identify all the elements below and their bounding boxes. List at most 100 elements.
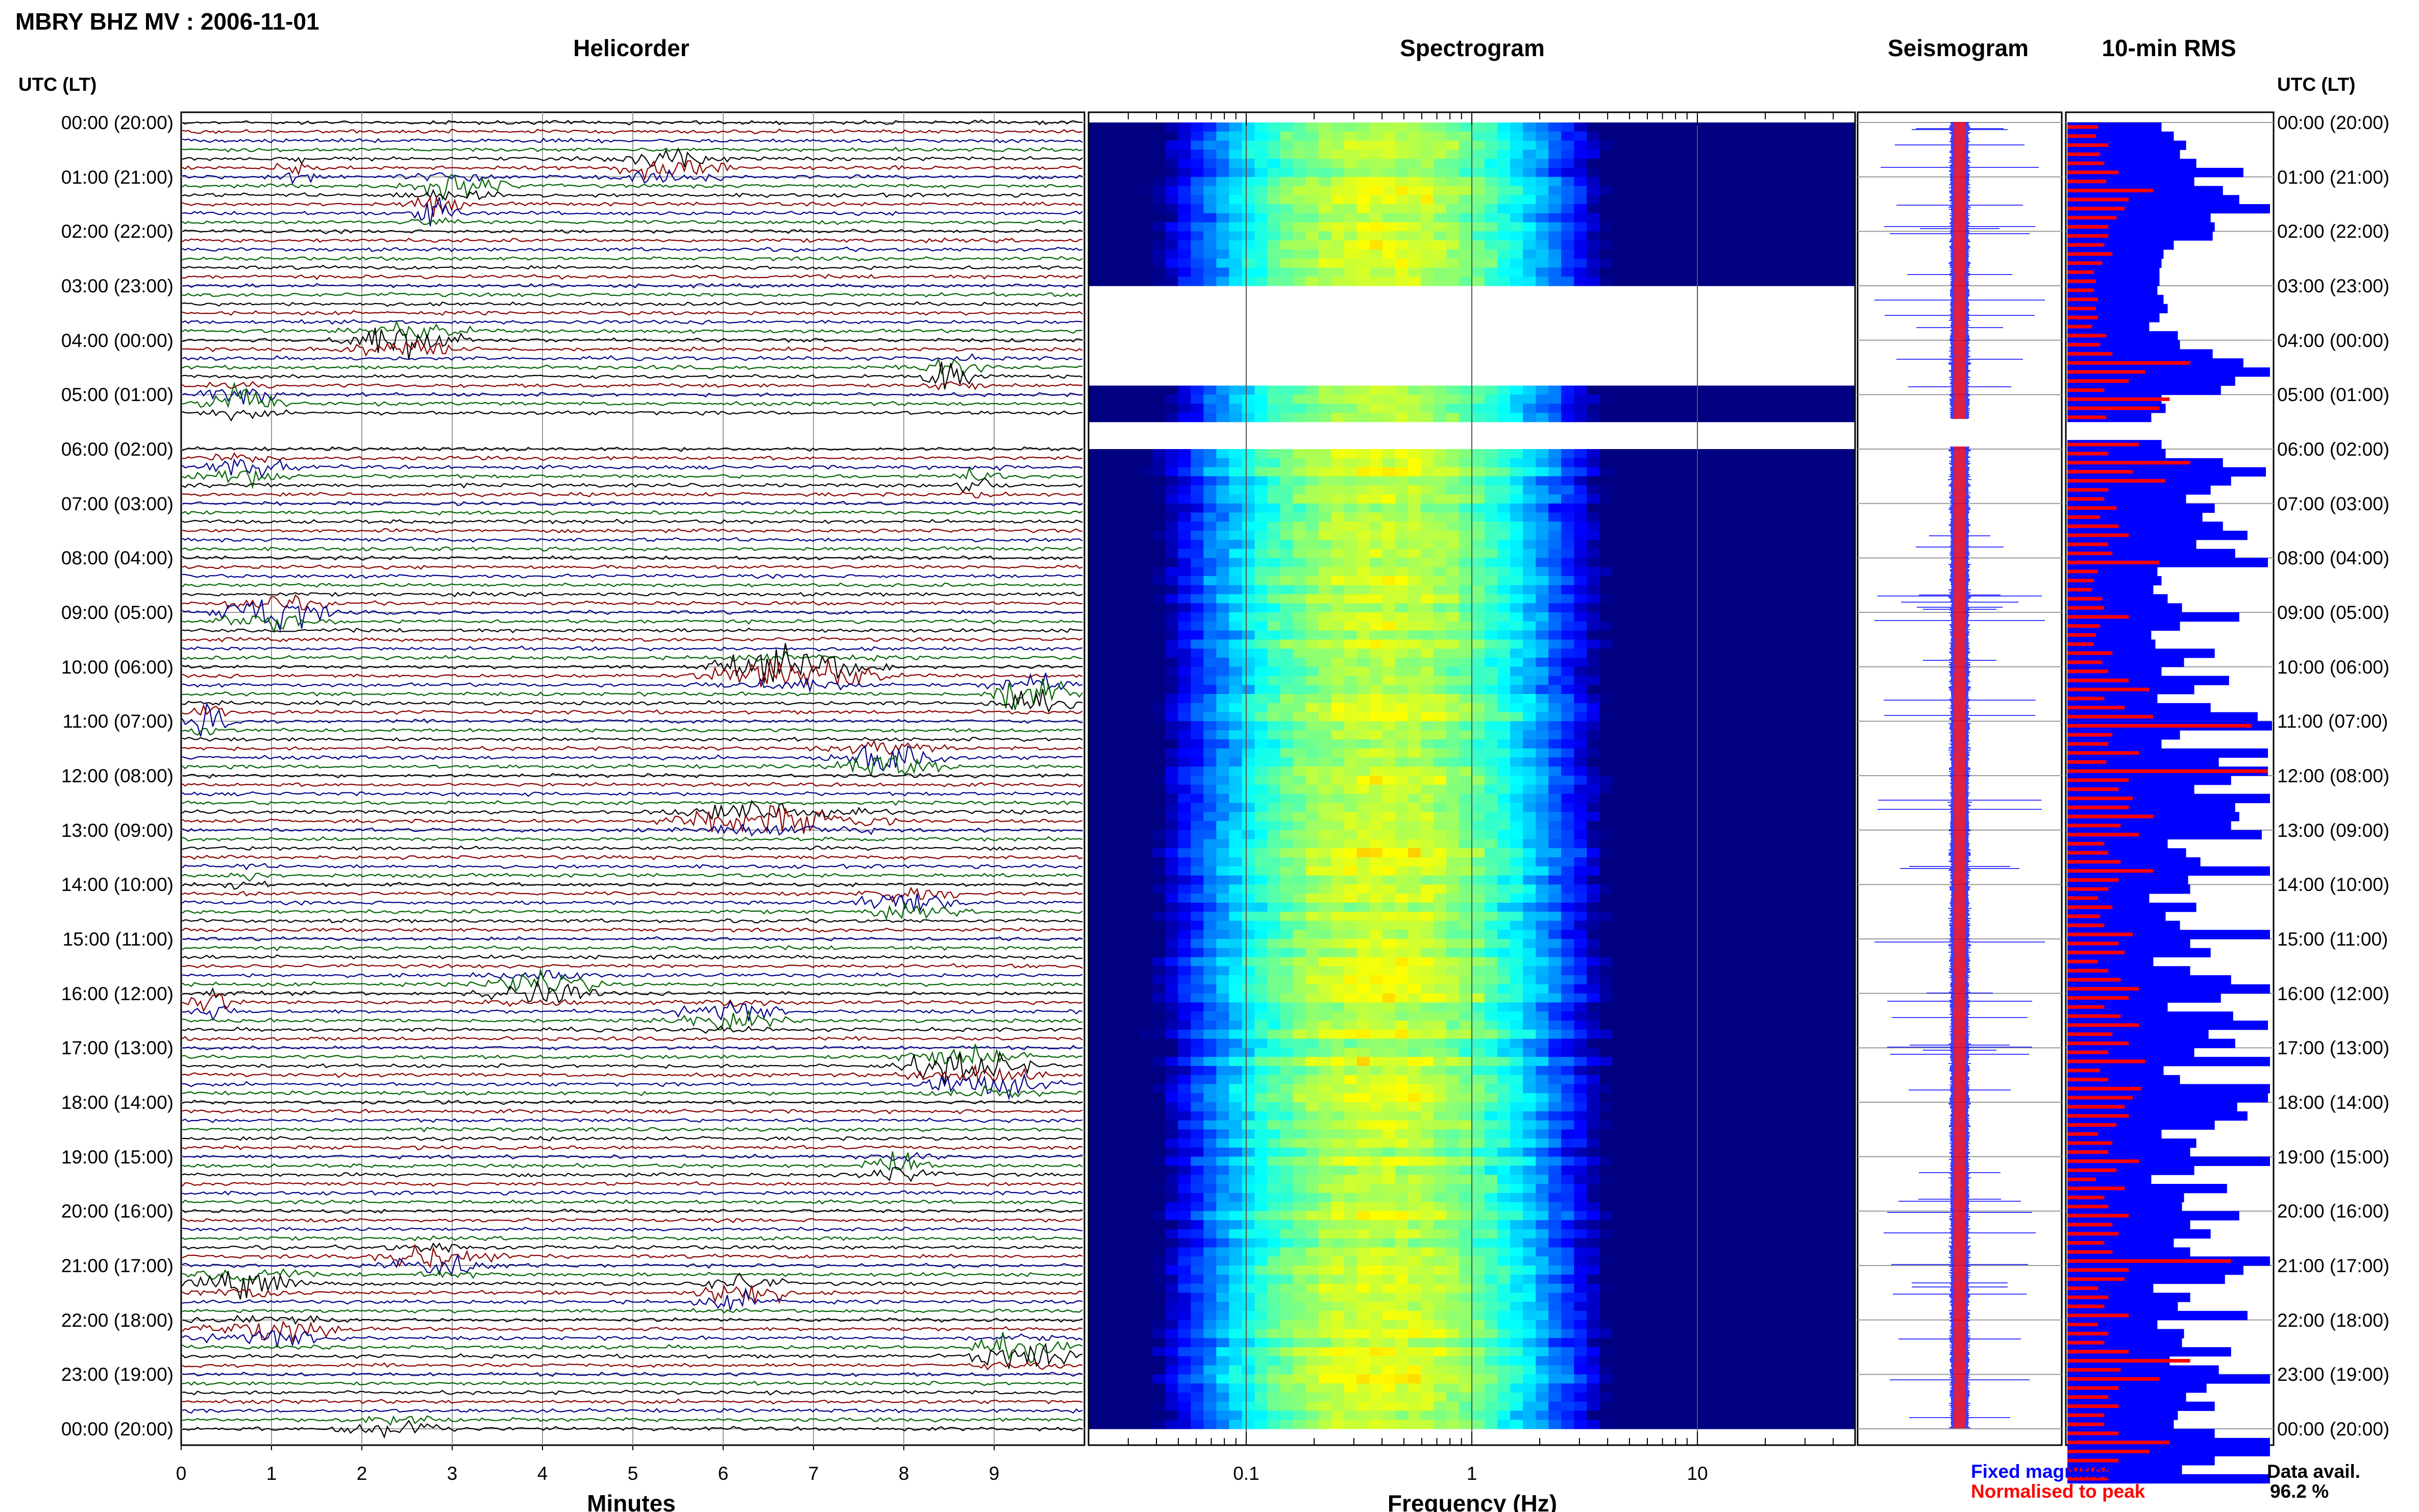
spectrogram-cell [1638, 676, 1651, 685]
spectrogram-cell [1816, 177, 1830, 187]
spectrogram-cell [1318, 875, 1332, 885]
spectrogram-cell [1829, 222, 1843, 232]
spectrogram-cell [1114, 748, 1127, 758]
spectrogram-cell [1612, 159, 1625, 168]
spectrogram-cell [1356, 857, 1370, 867]
spectrogram-cell [1791, 766, 1805, 776]
spectrogram-cell [1344, 222, 1357, 232]
spectrogram-cell [1318, 503, 1332, 513]
spectrogram-cell [1701, 894, 1715, 903]
spectrogram-cell [1229, 567, 1242, 577]
spectrogram-cell [1472, 485, 1485, 495]
spectrogram-cell [1816, 866, 1830, 876]
spectrogram-cell [1203, 512, 1217, 522]
spectrogram-cell [1778, 277, 1792, 286]
spectrogram-cell [1510, 603, 1523, 613]
spectrogram-cell [1804, 921, 1817, 930]
spectrogram-cell [1510, 404, 1523, 413]
spectrogram-cell [1714, 458, 1728, 468]
spectrogram-cell [1650, 122, 1664, 132]
spectrogram-cell [1599, 503, 1613, 513]
spectrogram-cell [1127, 685, 1140, 695]
spectrogram-cell [1191, 394, 1204, 404]
spectrogram-cell [1561, 567, 1574, 577]
spectrogram-cell [1267, 258, 1281, 268]
spectrogram-cell [1510, 512, 1523, 522]
spectrogram-cell [1485, 458, 1498, 468]
spectrogram-cell [1650, 140, 1664, 150]
spectrogram-cell [1472, 839, 1485, 849]
spectrogram-cell [1791, 267, 1805, 277]
spectrogram-cell [1433, 930, 1447, 939]
spectrogram-cell [1254, 567, 1268, 577]
spectrogram-cell [1676, 539, 1690, 550]
spectrogram-cell [1727, 558, 1741, 567]
spectrogram-cell [1446, 503, 1460, 513]
spectrogram-cell [1778, 703, 1792, 713]
spectrogram-cell [1229, 594, 1242, 604]
spectrogram-cell [1548, 685, 1562, 695]
spectrogram-cell [1305, 902, 1319, 912]
spectrogram-cell [1727, 939, 1741, 949]
spectrogram-cell [1804, 839, 1817, 849]
spectrogram-cell [1714, 939, 1728, 949]
spectrogram-cell [1638, 567, 1651, 577]
spectrogram-cell [1280, 794, 1294, 803]
spectrogram-cell [1574, 177, 1587, 187]
spectrogram-cell [1216, 757, 1229, 767]
spectrogram-cell [1625, 267, 1638, 277]
spectrogram-cell [1152, 558, 1166, 567]
spectrogram-cell [1765, 522, 1779, 531]
spectrogram-cell [1191, 204, 1204, 214]
spectrogram-cell [1638, 657, 1651, 667]
spectrogram-cell [1816, 966, 1830, 976]
spectrogram-cell [1548, 666, 1562, 677]
spectrogram-cell [1446, 412, 1460, 423]
spectrogram-cell [1689, 666, 1702, 677]
spectrogram-cell [1510, 567, 1523, 577]
spectrogram-cell [1740, 140, 1754, 150]
spectrogram-cell [1765, 730, 1779, 740]
spectrogram-cell [1574, 195, 1587, 205]
spectrogram-cell [1293, 776, 1306, 785]
spectrogram-cell [1203, 186, 1217, 195]
spectrogram-cell [1548, 839, 1562, 849]
spectrogram-cell [1369, 685, 1383, 695]
spectrogram-cell [1727, 186, 1741, 195]
spectrogram-cell [1638, 803, 1651, 812]
spectrogram-cell [1650, 131, 1664, 141]
spectrogram-cell [1842, 830, 1856, 840]
spectrogram-cell [1791, 812, 1805, 822]
spectrogram-cell [1382, 776, 1396, 785]
spectrogram-cell [1293, 939, 1306, 949]
spectrogram-cell [1663, 639, 1677, 649]
spectrogram-cell [1804, 231, 1817, 241]
spectrogram-cell [1165, 703, 1178, 713]
spectrogram-cell [1178, 821, 1191, 831]
spectrogram-cell [1178, 131, 1191, 141]
spectrogram-cell [1587, 794, 1600, 803]
spectrogram-cell [1740, 522, 1754, 531]
spectrogram-cell [1459, 812, 1472, 822]
spectrogram-cell [1510, 721, 1523, 731]
spectrogram-cell [1267, 449, 1281, 459]
spectrogram-cell [1293, 966, 1306, 976]
spectrogram-cell [1791, 122, 1805, 132]
spectrogram-cell [1203, 948, 1217, 958]
spectrogram-cell [1574, 721, 1587, 731]
spectrogram-cell [1408, 866, 1421, 876]
helicorder-trace [182, 1284, 1083, 1304]
spectrogram-cell [1254, 458, 1268, 468]
spectrogram-cell [1433, 140, 1447, 150]
spectrogram-cell [1701, 921, 1715, 930]
spectrogram-cell [1778, 894, 1792, 903]
spectrogram-cell [1510, 803, 1523, 812]
spectrogram-cell [1612, 494, 1625, 504]
spectrogram-cell [1829, 884, 1843, 894]
spectrogram-cell [1395, 213, 1409, 223]
spectrogram-cell [1140, 730, 1153, 740]
spectrogram-cell [1714, 603, 1728, 613]
spectrogram-cell [1752, 676, 1766, 685]
spectrogram-cell [1791, 231, 1805, 241]
spectrogram-cell [1829, 167, 1843, 178]
